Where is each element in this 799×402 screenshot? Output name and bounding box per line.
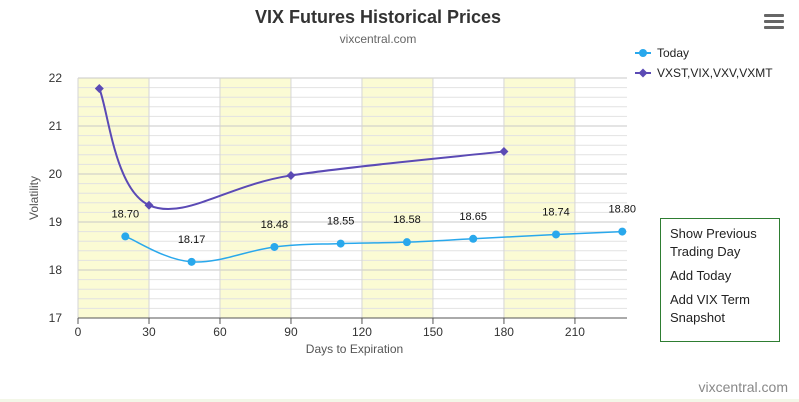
y-tick-label: 21 xyxy=(49,119,63,133)
legend-item[interactable]: VXST,VIX,VXV,VXMT xyxy=(635,66,773,80)
y-tick-label: 17 xyxy=(49,311,63,325)
series-line-today xyxy=(125,230,623,263)
data-point-circle xyxy=(469,234,478,243)
y-tick-label: 18 xyxy=(49,263,63,277)
x-tick-label: 0 xyxy=(75,325,82,339)
data-point-circle xyxy=(618,227,627,236)
data-point-diamond xyxy=(144,200,154,210)
x-tick-label: 120 xyxy=(352,325,372,339)
plot-area: 0 30 60 90 120 150 180 210 17 18 19 20 21 22 Days to E… xyxy=(27,71,636,356)
data-label: 18.74 xyxy=(542,206,570,218)
legend[interactable]: Today VXST,VIX,VXV,VXMT xyxy=(635,46,773,80)
data-label: 18.70 xyxy=(112,208,140,220)
add-vix-term-snapshot-button[interactable]: Add VIX Term Snapshot xyxy=(670,292,750,325)
x-tick-label: 60 xyxy=(213,325,227,339)
data-label: 18.65 xyxy=(459,211,487,223)
chart-menu-icon[interactable] xyxy=(764,14,784,32)
data-point-circle xyxy=(402,238,411,247)
legend-label: VXST,VIX,VXV,VXMT xyxy=(657,66,773,80)
legend-symbol-marker xyxy=(638,68,648,78)
data-point-diamond xyxy=(499,146,509,156)
data-label: 18.17 xyxy=(178,234,206,246)
legend-label: Today xyxy=(657,46,689,60)
data-point-circle xyxy=(336,239,345,248)
data-label: 18.55 xyxy=(327,216,355,228)
x-tick-label: 180 xyxy=(494,325,514,339)
data-point-circle xyxy=(552,230,561,239)
data-point-circle xyxy=(270,242,279,251)
data-point-diamond xyxy=(286,170,296,180)
x-tick-label: 210 xyxy=(565,325,585,339)
shaded-band xyxy=(503,78,575,318)
chart-subtitle: vixcentral.com xyxy=(340,32,417,46)
shaded-band xyxy=(78,78,149,318)
shaded-band xyxy=(219,78,291,318)
x-tick-label: 150 xyxy=(423,325,443,339)
shaded-band xyxy=(361,78,433,318)
chart-title: VIX Futures Historical Prices xyxy=(255,7,501,27)
legend-symbol-marker xyxy=(639,49,647,57)
y-axis-title: Volatility xyxy=(27,176,41,220)
data-point-circle xyxy=(121,232,130,241)
data-label: 18.58 xyxy=(393,214,421,226)
x-axis-title: Days to Expiration xyxy=(306,342,403,356)
data-point-diamond xyxy=(94,84,104,94)
x-tick-label: 30 xyxy=(142,325,156,339)
y-tick-label: 20 xyxy=(49,167,63,181)
y-tick-label: 22 xyxy=(49,71,63,85)
legend-item[interactable]: Today xyxy=(635,46,689,60)
data-point-circle xyxy=(187,257,196,266)
footer-divider xyxy=(0,399,799,402)
x-tick-label: 90 xyxy=(284,325,298,339)
add-today-button[interactable]: Add Today xyxy=(670,268,732,283)
y-tick-label: 19 xyxy=(49,215,63,229)
show-previous-trading-day-button[interactable]: Show Previous Trading Day xyxy=(670,226,757,259)
series-line-term-structure xyxy=(98,88,505,211)
data-label: 18.48 xyxy=(261,219,289,231)
footer-credit: vixcentral.com xyxy=(698,379,788,395)
side-panel: Show Previous Trading Day Add Today Add … xyxy=(660,218,780,342)
data-label: 18.80 xyxy=(609,204,637,216)
